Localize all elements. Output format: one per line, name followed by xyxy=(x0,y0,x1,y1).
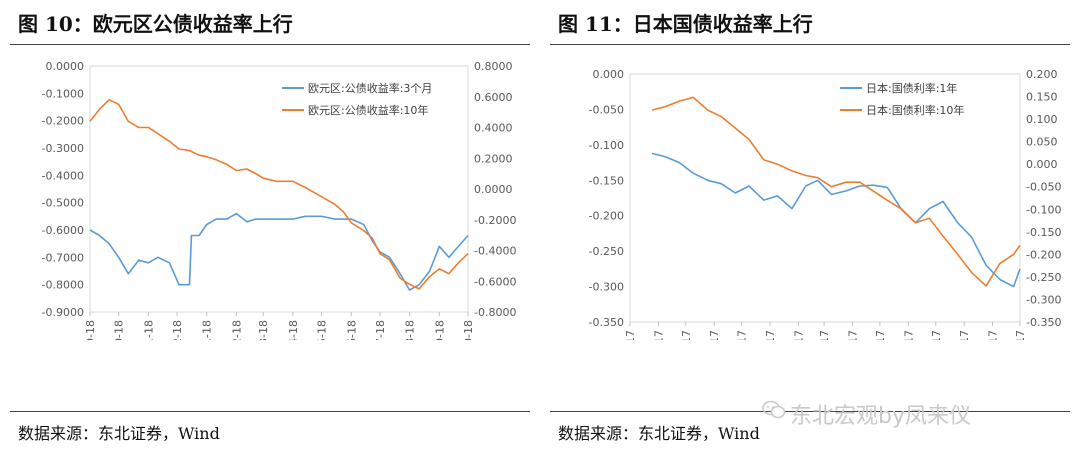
y-left-tick-label: -0.6000 xyxy=(42,224,84,237)
x-tick-label: 2018-10-17 xyxy=(680,330,693,340)
y-right-tick-label: 0.150 xyxy=(1026,91,1058,104)
x-tick-label: 2019-07-18 xyxy=(374,320,387,340)
y-left-tick-label: -0.5000 xyxy=(42,197,84,210)
y-right-tick-label: -0.6000 xyxy=(474,275,516,288)
y-left-tick-label: -0.3000 xyxy=(42,142,84,155)
y-right-tick-label: 0.6000 xyxy=(474,91,513,104)
x-tick-label: 2019-06-17 xyxy=(902,330,915,340)
japan-yield-chart: 0.000 -0.050 -0.100 -0.150 -0.200 -0.250 -0.30… xyxy=(589,68,1062,340)
y-right-tick-label: -0.4000 xyxy=(474,245,516,258)
x-tick-label: 2019-02-17 xyxy=(792,330,805,340)
plot-area xyxy=(629,73,1021,323)
y-right-tick-label: 0.4000 xyxy=(474,122,513,135)
y-right-tick-label: -0.150 xyxy=(1026,226,1061,239)
x-tick-label: 2019-04-18 xyxy=(287,320,300,340)
x-tick-label: 2018-12-17 xyxy=(736,330,749,340)
y-right-tick-label: 0.000 xyxy=(1026,158,1058,171)
y-right-tick-label: -0.8000 xyxy=(474,306,516,319)
x-tick-label: 2018-12-18 xyxy=(171,320,184,340)
series-line xyxy=(89,212,469,291)
plot-area xyxy=(89,65,469,313)
x-tick-label: 2019-05-18 xyxy=(316,320,329,340)
title-divider xyxy=(10,44,530,45)
x-tick-label: 2018-11-18 xyxy=(142,320,155,340)
x-tick-label: 2019-10-17 xyxy=(1014,330,1027,340)
y-right-tick-label: -0.2000 xyxy=(474,214,516,227)
x-tick-label: 2019-04-17 xyxy=(846,330,859,340)
y-right-tick-label: 0.2000 xyxy=(474,152,513,165)
y-left-tick-label: -0.150 xyxy=(589,174,624,187)
x-tick-label: 2018-11-17 xyxy=(708,330,721,340)
y-left-tick-label: -0.1000 xyxy=(42,87,84,100)
legend-label: 日本:国债利率:10年 xyxy=(866,103,964,117)
series-line xyxy=(651,96,1021,287)
y-right-tick-label: 0.0000 xyxy=(474,183,513,196)
x-tick-label: 2019-09-18 xyxy=(433,320,446,340)
y-left-tick-label: -0.7000 xyxy=(42,251,84,264)
x-tick-label: 2019-03-18 xyxy=(257,320,270,340)
source-divider xyxy=(550,411,1070,412)
y-left-tick-label: -0.100 xyxy=(589,139,624,152)
y-right-tick-label: -0.100 xyxy=(1026,203,1061,216)
y-left-tick-label: -0.200 xyxy=(589,210,624,223)
y-left-tick-label: -0.350 xyxy=(589,316,624,329)
y-left-tick-label: -0.2000 xyxy=(42,115,84,128)
y-left-tick-label: -0.050 xyxy=(589,103,624,116)
series-line xyxy=(89,99,469,290)
y-right-tick-label: -0.350 xyxy=(1026,316,1061,329)
y-right-tick-label: 0.8000 xyxy=(474,60,513,73)
y-left-tick-label: -0.4000 xyxy=(42,169,84,182)
data-source: 数据来源：东北证券，Wind xyxy=(18,424,220,443)
x-tick-label: 2019-07-17 xyxy=(930,330,943,340)
x-tick-label: 2019-02-18 xyxy=(230,320,243,340)
x-tick-label: 2019-01-17 xyxy=(764,330,777,340)
x-tick-label: 2018-09-17 xyxy=(652,330,665,340)
y-right-tick-label: 0.200 xyxy=(1026,68,1058,81)
y-right-tick-label: -0.050 xyxy=(1026,181,1061,194)
figure-title: 图 11：日本国债收益率上行 xyxy=(558,12,813,36)
figure-11-panel: 图 11：日本国债收益率上行 0.000 -0.050 -0.100 -0.150 -0… xyxy=(540,0,1080,465)
x-tick-label: 2019-06-18 xyxy=(345,320,358,340)
x-tick-label: 2018-08-17 xyxy=(624,330,637,340)
y-left-tick-label: -0.250 xyxy=(589,245,624,258)
y-right-tick-label: -0.300 xyxy=(1026,293,1061,306)
figure-title: 图 10：欧元区公债收益率上行 xyxy=(18,12,293,36)
series-line xyxy=(651,152,1021,288)
x-tick-label: 2019-01-18 xyxy=(201,320,214,340)
source-divider xyxy=(10,411,530,412)
wechat-icon xyxy=(762,400,786,419)
y-left-tick-label: 0.0000 xyxy=(46,60,85,73)
legend-label: 日本:国债利率:1年 xyxy=(866,81,957,95)
x-tick-label: 2019-08-17 xyxy=(958,330,971,340)
title-divider xyxy=(550,44,1070,45)
x-tick-label: 2018-09-18 xyxy=(84,320,97,340)
eurozone-yield-chart: 0.0000 -0.1000 -0.2000 -0.3000 -0.4000 -0.500… xyxy=(42,60,517,340)
figure-10-panel: 图 10：欧元区公债收益率上行 0.0000 -0.1000 -0.2000 -0.3… xyxy=(10,12,530,443)
data-source: 数据来源：东北证券，Wind xyxy=(558,424,760,443)
y-left-tick-label: -0.300 xyxy=(589,281,624,294)
y-right-tick-label: 0.050 xyxy=(1026,136,1058,149)
x-tick-label: 2019-05-17 xyxy=(874,330,887,340)
y-right-tick-label: -0.250 xyxy=(1026,271,1061,284)
y-right-tick-label: -0.200 xyxy=(1026,248,1061,261)
x-tick-label: 2019-08-18 xyxy=(404,320,417,340)
x-tick-label: 2019-09-17 xyxy=(987,330,1000,340)
y-left-tick-label: -0.9000 xyxy=(42,306,84,319)
y-left-tick-label: -0.8000 xyxy=(42,279,84,292)
y-right-tick-label: 0.100 xyxy=(1026,113,1058,126)
x-tick-label: 2019-10-18 xyxy=(462,320,475,340)
legend-label: 欧元区:公债收益率:3个月 xyxy=(308,81,432,95)
y-left-tick-label: 0.000 xyxy=(593,68,625,81)
x-tick-label: 2018-10-18 xyxy=(113,320,126,340)
x-tick-label: 2019-03-17 xyxy=(818,330,831,340)
legend-label: 欧元区:公债收益率:10年 xyxy=(308,103,428,117)
watermark-text: 东北宏观by凤来仪 xyxy=(790,404,971,429)
